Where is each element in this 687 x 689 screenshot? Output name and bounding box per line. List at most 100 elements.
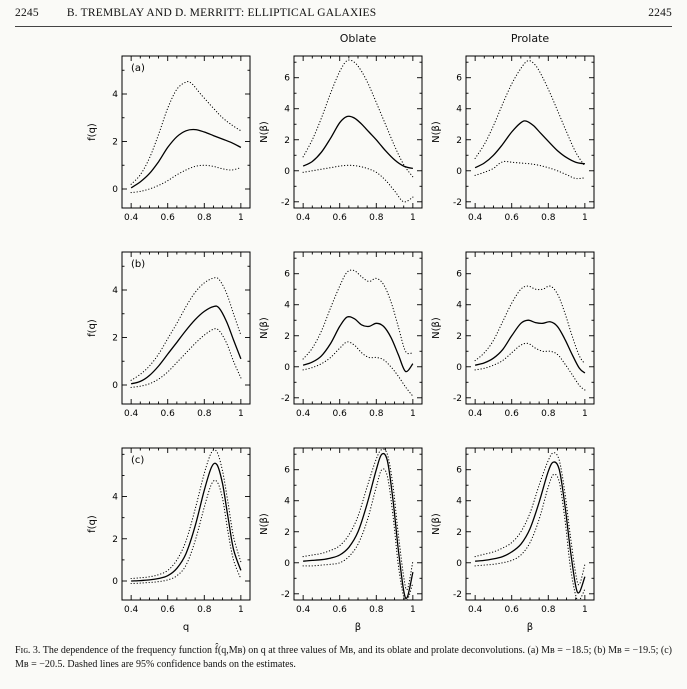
svg-text:6: 6 <box>456 466 462 476</box>
svg-text:2: 2 <box>112 334 118 344</box>
running-title: B. TREMBLAY AND D. MERRITT: ELLIPTICAL G… <box>66 7 377 19</box>
svg-text:-2: -2 <box>281 394 290 404</box>
svg-text:0.8: 0.8 <box>541 213 556 223</box>
chart-panel-c1: 0.4 0.6 0.8 1 0 2 4 (c) f(q) q <box>84 442 256 638</box>
svg-text:4: 4 <box>456 301 462 311</box>
svg-text:4: 4 <box>456 105 462 115</box>
upper_95_band-curve <box>302 59 414 178</box>
svg-text:0.8: 0.8 <box>197 409 212 419</box>
svg-text:0: 0 <box>112 381 118 391</box>
y-axis-label-a3: N(β) <box>431 121 442 143</box>
svg-text:0: 0 <box>112 185 118 195</box>
chart-panel-b2: 0.4 0.6 0.8 1 -2 0 2 4 6 N(β) <box>256 246 428 442</box>
svg-text:4: 4 <box>456 497 462 507</box>
svg-text:6: 6 <box>456 74 462 84</box>
svg-text:0: 0 <box>284 559 290 569</box>
page-number-right: 2245 <box>648 7 672 19</box>
svg-text:0: 0 <box>112 577 118 587</box>
svg-text:0.6: 0.6 <box>333 213 348 223</box>
y-axis-label-c2: N(β) <box>259 513 270 535</box>
svg-text:1: 1 <box>410 605 416 615</box>
column-title-oblate: Oblate <box>339 32 377 45</box>
svg-text:-2: -2 <box>453 198 462 208</box>
svg-text:0.6: 0.6 <box>161 409 176 419</box>
svg-text:2: 2 <box>284 528 290 538</box>
svg-text:4: 4 <box>284 105 290 115</box>
chart-panel-a1: 0.4 0.6 0.8 1 0 2 4 (a) f(q) <box>84 50 256 246</box>
svg-text:0.8: 0.8 <box>197 213 212 223</box>
lower_95_band-curve <box>474 342 586 391</box>
upper_95_band-curve <box>130 80 242 185</box>
chart-panel-c3: 0.4 0.6 0.8 1 -2 0 2 4 6 N(β) β <box>428 442 600 638</box>
figure-grid: Oblate Prolate 0.4 0.6 0.8 1 0 2 4 (a) f(q) 0.4 0.… <box>84 32 600 638</box>
svg-text:6: 6 <box>284 270 290 280</box>
svg-text:2: 2 <box>284 136 290 146</box>
y-axis-label-a1: f(q) <box>87 123 98 141</box>
upper_95_band-curve <box>302 448 414 591</box>
chart-panel-a2: 0.4 0.6 0.8 1 -2 0 2 4 6 N(β) <box>256 50 428 246</box>
svg-text:-2: -2 <box>281 590 290 600</box>
svg-text:0: 0 <box>284 363 290 373</box>
upper_95_band-curve <box>474 452 586 586</box>
svg-text:1: 1 <box>410 409 416 419</box>
figure-caption: Fɪɢ. 3. The dependence of the frequency … <box>15 645 672 670</box>
column-title-prolate: Prolate <box>510 32 550 45</box>
estimate-curve <box>130 305 242 385</box>
svg-text:4: 4 <box>112 90 118 100</box>
svg-text:2: 2 <box>456 332 462 342</box>
svg-text:0.4: 0.4 <box>296 213 311 223</box>
svg-text:(c): (c) <box>131 455 144 466</box>
svg-text:0.8: 0.8 <box>369 213 384 223</box>
x-axis-label-c2: β <box>355 622 361 633</box>
svg-text:4: 4 <box>112 493 118 503</box>
y-axis-label-b3: N(β) <box>431 317 442 339</box>
chart-svg-c1: 0.4 0.6 0.8 1 0 2 4 (c) f(q) q <box>87 447 251 633</box>
svg-text:0.6: 0.6 <box>333 605 348 615</box>
chart-panel-b1: 0.4 0.6 0.8 1 0 2 4 (b) f(q) <box>84 246 256 442</box>
chart-svg-a1: 0.4 0.6 0.8 1 0 2 4 (a) f(q) <box>87 55 251 223</box>
lower_95_band-curve <box>302 468 414 600</box>
svg-text:0.6: 0.6 <box>161 213 176 223</box>
svg-text:0.8: 0.8 <box>369 605 384 615</box>
svg-text:0.4: 0.4 <box>468 409 483 419</box>
svg-text:0.4: 0.4 <box>124 605 139 615</box>
svg-text:-2: -2 <box>453 394 462 404</box>
estimate-curve <box>130 128 242 189</box>
page-number-left: 2245 <box>15 7 39 19</box>
estimate-curve <box>474 319 586 374</box>
svg-text:0.6: 0.6 <box>161 605 176 615</box>
svg-text:2: 2 <box>456 528 462 538</box>
estimate-curve <box>303 452 414 600</box>
chart-panel-a3: 0.4 0.6 0.8 1 -2 0 2 4 6 N(β) <box>428 50 600 246</box>
chart-svg-b3: 0.4 0.6 0.8 1 -2 0 2 4 6 N(β) <box>431 251 595 419</box>
lower_95_band-curve <box>130 328 242 388</box>
svg-text:1: 1 <box>238 409 244 419</box>
svg-text:0.8: 0.8 <box>197 605 212 615</box>
chart-svg-c3: 0.4 0.6 0.8 1 -2 0 2 4 6 N(β) β <box>431 447 595 633</box>
y-axis-label-c3: N(β) <box>431 513 442 535</box>
upper_95_band-curve <box>474 285 586 365</box>
svg-text:4: 4 <box>284 497 290 507</box>
x-axis-label-c1: q <box>183 622 189 633</box>
svg-text:0: 0 <box>456 167 462 177</box>
svg-text:0.4: 0.4 <box>296 605 311 615</box>
svg-text:2: 2 <box>112 535 118 545</box>
svg-text:-2: -2 <box>453 590 462 600</box>
lower_95_band-curve <box>302 341 414 397</box>
chart-panel-b3: 0.4 0.6 0.8 1 -2 0 2 4 6 N(β) <box>428 246 600 442</box>
chart-svg-b2: 0.4 0.6 0.8 1 -2 0 2 4 6 N(β) <box>259 251 423 419</box>
svg-text:(a): (a) <box>131 63 145 74</box>
upper_95_band-curve <box>302 269 414 360</box>
chart-svg-a2: 0.4 0.6 0.8 1 -2 0 2 4 6 N(β) <box>259 55 423 223</box>
upper_95_band-curve <box>130 449 242 580</box>
svg-text:6: 6 <box>284 74 290 84</box>
svg-text:6: 6 <box>456 270 462 280</box>
estimate-curve <box>474 120 586 169</box>
svg-text:0.8: 0.8 <box>541 605 556 615</box>
svg-text:1: 1 <box>238 605 244 615</box>
svg-text:-2: -2 <box>281 198 290 208</box>
svg-text:0.8: 0.8 <box>541 409 556 419</box>
y-axis-label-b1: f(q) <box>87 319 98 337</box>
svg-text:0.4: 0.4 <box>468 213 483 223</box>
chart-svg-a3: 0.4 0.6 0.8 1 -2 0 2 4 6 N(β) <box>431 55 595 223</box>
